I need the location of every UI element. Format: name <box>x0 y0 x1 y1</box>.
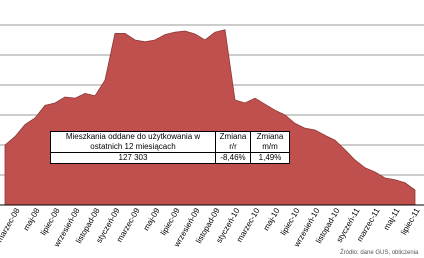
header-cell: Zmiana r/r <box>215 131 251 153</box>
x-tick-label: maj-09 <box>142 206 162 232</box>
value-cell: -8,46% <box>215 152 251 164</box>
x-tick-label: maj-08 <box>22 206 42 232</box>
header-cell: Zmiana m/m <box>250 131 290 153</box>
value-cell: 127 303 <box>50 152 216 164</box>
header-cell: Mieszkania oddane do użytkowania w ostat… <box>50 131 216 153</box>
area <box>4 29 416 206</box>
summary-table: Mieszkania oddane do użytkowania w ostat… <box>50 131 290 164</box>
x-tick-label: maj-11 <box>382 206 402 232</box>
x-tick-label: lipiec-11 <box>399 206 422 236</box>
x-tick-label: maj-10 <box>262 206 282 232</box>
value-cell: 1,49% <box>250 152 290 164</box>
source: Źródło: dane GUS, obliczenia <box>340 249 419 256</box>
x-tick-label: marzec-08 <box>0 206 22 244</box>
